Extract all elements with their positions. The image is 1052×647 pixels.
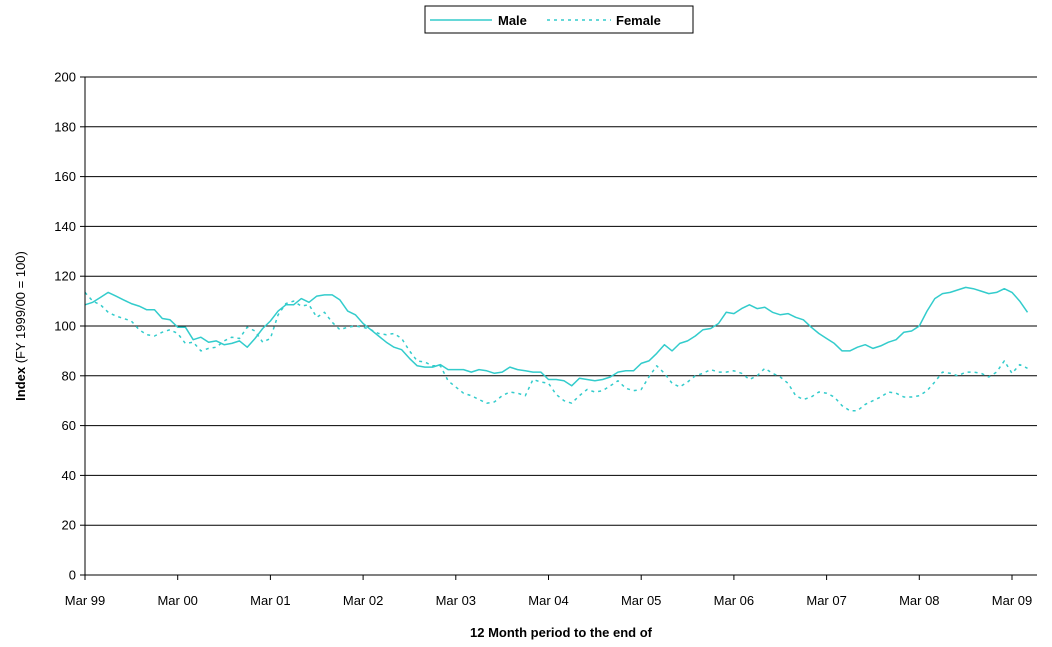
x-tick-label-4: Mar 03 xyxy=(436,593,476,608)
y-tick-label-60: 60 xyxy=(62,418,76,433)
y-axis-title-bold: Index xyxy=(13,366,28,401)
x-tick-label-3: Mar 02 xyxy=(343,593,383,608)
y-tick-label-200: 200 xyxy=(54,70,76,85)
series-line-female xyxy=(84,291,1028,412)
gridlines xyxy=(85,76,1037,526)
y-tick-label-0: 0 xyxy=(69,568,76,583)
y-tick-label-120: 120 xyxy=(54,269,76,284)
series-line-male xyxy=(84,286,1029,387)
legend: Male Female xyxy=(424,5,694,34)
y-axis-title-rest: (FY 1999/00 = 100) xyxy=(13,251,28,367)
x-tick-label-1: Mar 00 xyxy=(157,593,197,608)
y-tick-label-100: 100 xyxy=(54,319,76,334)
x-axis-title: 12 Month period to the end of xyxy=(470,625,653,640)
x-tick-label-5: Mar 04 xyxy=(528,593,568,608)
x-tick-label-0: Mar 99 xyxy=(65,593,105,608)
x-tick-label-2: Mar 01 xyxy=(250,593,290,608)
y-tick-label-160: 160 xyxy=(54,169,76,184)
x-tick-label-6: Mar 05 xyxy=(621,593,661,608)
legend-label-female: Female xyxy=(616,13,661,28)
y-tick-label-40: 40 xyxy=(62,468,76,483)
y-tick-labels: 0 20 40 60 80 100 120 140 160 180 200 xyxy=(54,70,85,583)
y-tick-label-180: 180 xyxy=(54,119,76,134)
y-tick-label-80: 80 xyxy=(62,368,76,383)
y-tick-label-20: 20 xyxy=(62,518,76,533)
y-axis-title: Index (FY 1999/00 = 100) xyxy=(13,251,28,401)
x-tick-labels: Mar 99 Mar 00 Mar 01 Mar 02 Mar 03 Mar 04 Mar … xyxy=(65,575,1032,608)
x-tick-label-8: Mar 07 xyxy=(806,593,846,608)
series-layer xyxy=(84,286,1029,412)
x-tick-label-9: Mar 08 xyxy=(899,593,939,608)
x-tick-label-10: Mar 09 xyxy=(992,593,1032,608)
x-tick-label-7: Mar 06 xyxy=(714,593,754,608)
legend-label-male: Male xyxy=(498,13,527,28)
y-tick-label-140: 140 xyxy=(54,219,76,234)
